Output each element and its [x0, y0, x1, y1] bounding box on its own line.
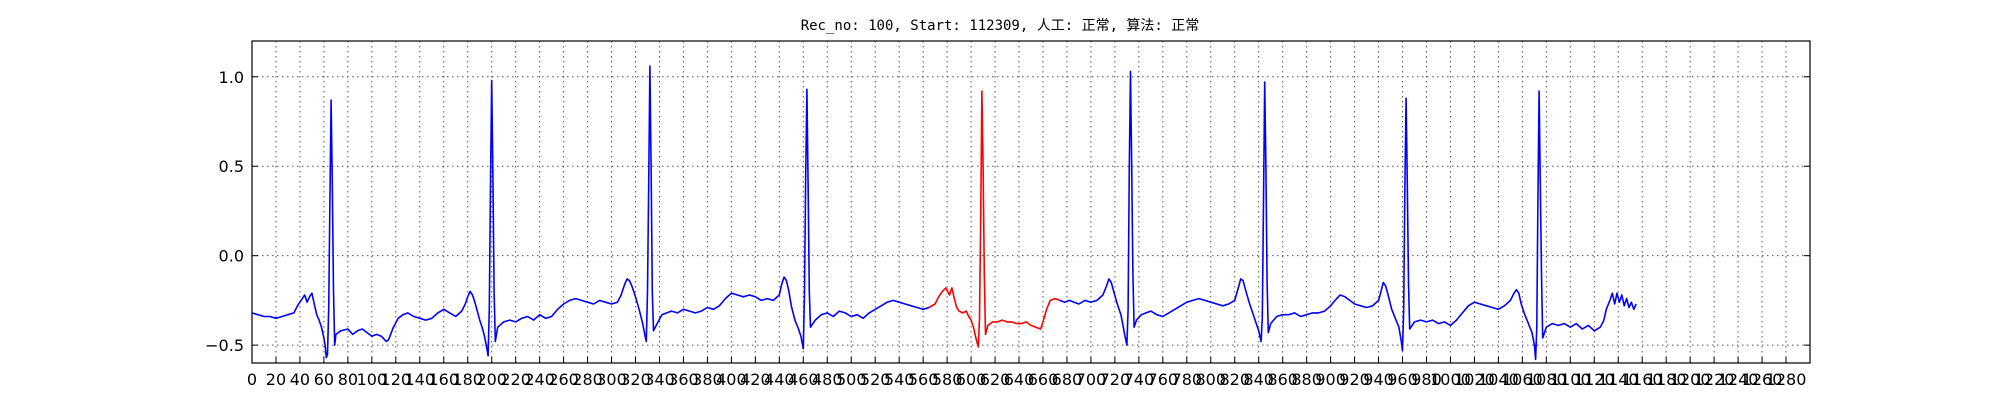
- x-tick-label: 180: [452, 370, 483, 389]
- x-tick-label: 540: [884, 370, 915, 389]
- y-tick-label: −0.5: [205, 336, 244, 355]
- chart-title: Rec_no: 100, Start: 112309, 人工: 正常, 算法: …: [801, 18, 1200, 34]
- x-tick-label: 280: [572, 370, 603, 389]
- y-tick-label: 1.0: [219, 68, 244, 87]
- x-tick-label: 1000: [1430, 370, 1471, 389]
- x-tick-label: 520: [860, 370, 891, 389]
- x-tick-label: 240: [524, 370, 555, 389]
- x-tick-label: 160: [428, 370, 459, 389]
- x-tick-label: 1140: [1598, 370, 1639, 389]
- x-tick-label: 120: [381, 370, 412, 389]
- ecg-highlight-beat: [928, 90, 1061, 348]
- x-tick-label: 320: [620, 370, 651, 389]
- x-tick-label: 660: [1028, 370, 1059, 389]
- x-tick-label: 40: [290, 370, 310, 389]
- x-tick-label: 780: [1172, 370, 1203, 389]
- x-tick-label: 1080: [1526, 370, 1567, 389]
- x-tick-label: 300: [596, 370, 627, 389]
- x-tick-label: 1020: [1454, 370, 1495, 389]
- x-tick-label: 1040: [1478, 370, 1519, 389]
- x-tick-label: 1120: [1574, 370, 1615, 389]
- y-tick-label: 0.0: [219, 247, 244, 266]
- x-tick-label: 1280: [1766, 370, 1807, 389]
- x-tick-label: 920: [1339, 370, 1370, 389]
- x-tick-label: 400: [716, 370, 747, 389]
- x-tick-label: 860: [1267, 370, 1298, 389]
- y-axis-ticks: 1.0 0.5 0.0 −0.5: [205, 68, 1810, 355]
- x-tick-label: 1220: [1694, 370, 1735, 389]
- ecg-trace-segment: [1059, 70, 1637, 361]
- x-tick-label: 880: [1291, 370, 1322, 389]
- x-axis-ticks: 0 20 40 60 801001201401601802002202402602803…: [247, 357, 1806, 389]
- x-tick-label: 1100: [1550, 370, 1591, 389]
- x-tick-label: 680: [1052, 370, 1083, 389]
- x-tick-label: 340: [644, 370, 675, 389]
- x-tick-label: 820: [1219, 370, 1250, 389]
- grid: [251, 41, 1810, 363]
- x-tick-label: 1180: [1646, 370, 1687, 389]
- x-tick-label: 200: [476, 370, 507, 389]
- x-tick-label: 60: [314, 370, 334, 389]
- x-tick-label: 1260: [1742, 370, 1783, 389]
- x-tick-label: 760: [1148, 370, 1179, 389]
- x-tick-label: 980: [1411, 370, 1442, 389]
- x-tick-label: 800: [1195, 370, 1226, 389]
- x-tick-label: 440: [764, 370, 795, 389]
- x-tick-label: 480: [812, 370, 843, 389]
- x-tick-label: 460: [788, 370, 819, 389]
- x-tick-label: 0: [247, 370, 257, 389]
- plot-frame: [251, 40, 1811, 364]
- x-tick-label: 560: [908, 370, 939, 389]
- x-tick-label: 640: [1004, 370, 1035, 389]
- x-tick-label: 380: [692, 370, 723, 389]
- x-tick-label: 620: [980, 370, 1011, 389]
- x-tick-label: 140: [405, 370, 436, 389]
- x-tick-label: 420: [740, 370, 771, 389]
- x-tick-label: 940: [1363, 370, 1394, 389]
- x-tick-label: 1200: [1670, 370, 1711, 389]
- ecg-trace-segment: [251, 65, 930, 359]
- x-tick-label: 960: [1387, 370, 1418, 389]
- x-tick-label: 900: [1315, 370, 1346, 389]
- x-tick-label: 500: [836, 370, 867, 389]
- x-tick-label: 220: [500, 370, 531, 389]
- x-tick-label: 1240: [1718, 370, 1759, 389]
- x-tick-label: 80: [338, 370, 358, 389]
- x-tick-label: 20: [266, 370, 286, 389]
- x-tick-label: 260: [548, 370, 579, 389]
- x-tick-label: 720: [1100, 370, 1131, 389]
- x-tick-label: 740: [1124, 370, 1155, 389]
- ecg-waveform: [251, 65, 1637, 361]
- x-tick-label: 1160: [1622, 370, 1663, 389]
- x-tick-label: 700: [1076, 370, 1107, 389]
- x-tick-label: 600: [956, 370, 987, 389]
- x-tick-label: 840: [1243, 370, 1274, 389]
- x-tick-label: 1060: [1502, 370, 1543, 389]
- x-tick-label: 360: [668, 370, 699, 389]
- y-tick-label: 0.5: [219, 157, 244, 176]
- x-tick-label: 580: [932, 370, 963, 389]
- x-tick-label: 100: [357, 370, 388, 389]
